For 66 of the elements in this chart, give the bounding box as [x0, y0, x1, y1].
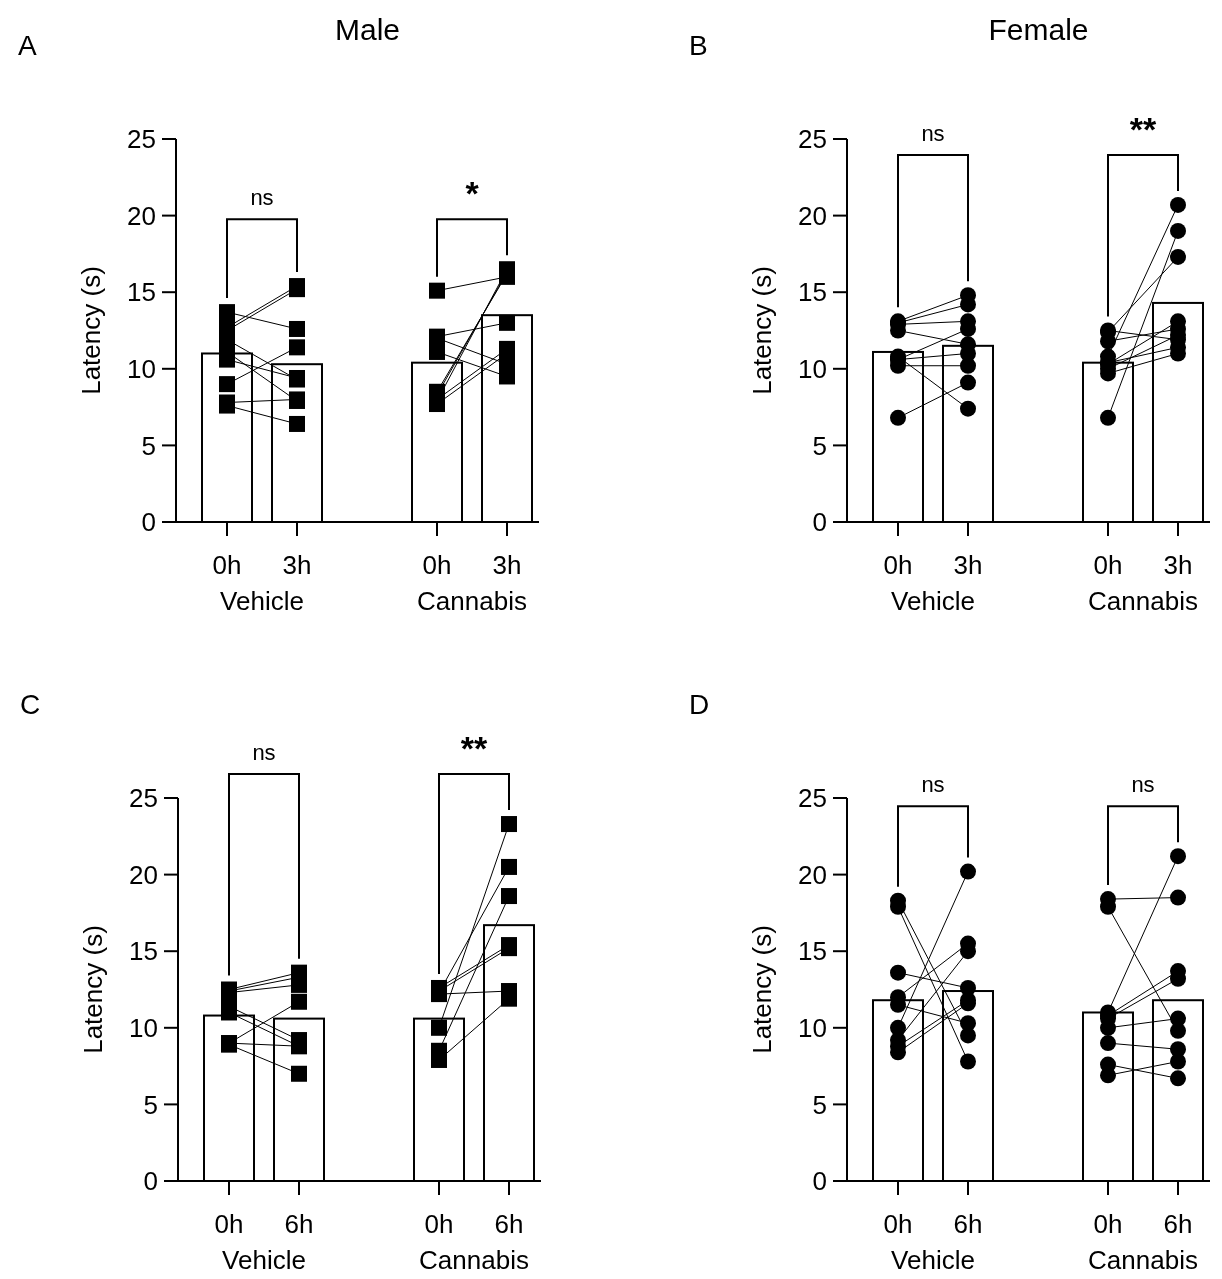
x-tick-label: 0h [1093, 1209, 1123, 1239]
x-tick-label: 3h [953, 550, 983, 580]
annotation: ns [250, 185, 274, 211]
text: D [689, 689, 710, 720]
chart-title: Male [334, 13, 401, 46]
y-tick-label: 0 [812, 507, 827, 538]
y-tick-label: 15 [129, 936, 158, 967]
text: Cannabis [417, 586, 527, 616]
y-tick-label: 15 [798, 277, 827, 308]
annotation: * [465, 174, 480, 213]
text: Vehicle [220, 586, 304, 616]
y-tick-label: 5 [143, 1089, 158, 1120]
y-tick-label: 5 [141, 430, 156, 461]
text: ns [1131, 772, 1155, 798]
y-tick-label: 25 [127, 124, 156, 155]
y-tick-label: 25 [129, 783, 158, 814]
text: ** [460, 729, 488, 768]
y-tick-label: 25 [798, 124, 827, 155]
x-tick-label: 0h [422, 550, 452, 580]
y-tick-label: 10 [798, 1012, 827, 1043]
y-tick-label: 10 [127, 353, 156, 384]
y-tick-label: 10 [129, 1012, 158, 1043]
y-tick-label: 0 [143, 1166, 158, 1197]
y-tick-label: 15 [127, 277, 156, 308]
text: Vehicle [222, 1245, 306, 1275]
x-tick-label: 3h [282, 550, 312, 580]
x-tick-label: 6h [284, 1209, 314, 1239]
chart-title: Female [988, 13, 1089, 46]
y-tick-label: 10 [798, 353, 827, 384]
x-tick-label: 0h [1093, 550, 1123, 580]
annotation: ns [921, 120, 945, 146]
x-tick-label: 6h [953, 1209, 983, 1239]
text: Cannabis [419, 1245, 529, 1275]
y-tick-label: 25 [798, 783, 827, 814]
x-tick-label: 0h [424, 1209, 454, 1239]
text: Vehicle [891, 586, 975, 616]
y-axis-title: Latency (s) [78, 925, 108, 1054]
x-tick-label: 0h [212, 550, 242, 580]
y-axis-title: Latency (s) [747, 266, 777, 395]
text: Cannabis [1088, 586, 1198, 616]
annotation: ** [1129, 109, 1157, 148]
x-tick-label: 3h [1163, 550, 1193, 580]
y-tick-label: 0 [812, 1166, 827, 1197]
text: ns [921, 772, 945, 798]
y-tick-label: 20 [129, 859, 158, 890]
x-tick-label: 0h [883, 1209, 913, 1239]
text: Cannabis [1088, 1245, 1198, 1275]
y-tick-label: 20 [127, 200, 156, 231]
y-tick-label: 15 [798, 936, 827, 967]
x-tick-label: 6h [494, 1209, 524, 1239]
text: A [18, 30, 37, 61]
text: C [20, 689, 41, 720]
x-tick-label: 0h [214, 1209, 244, 1239]
text: ns [252, 740, 276, 766]
y-tick-label: 5 [812, 1089, 827, 1120]
y-tick-label: 20 [798, 200, 827, 231]
x-tick-label: 3h [492, 550, 522, 580]
y-tick-label: 5 [812, 430, 827, 461]
y-axis-title: Latency (s) [747, 925, 777, 1054]
x-tick-label: 0h [883, 550, 913, 580]
y-tick-label: 0 [141, 507, 156, 538]
text: Vehicle [891, 1245, 975, 1275]
x-tick-label: 6h [1163, 1209, 1193, 1239]
text: B [689, 30, 708, 61]
y-tick-label: 20 [798, 859, 827, 890]
y-axis-title: Latency (s) [76, 266, 106, 395]
